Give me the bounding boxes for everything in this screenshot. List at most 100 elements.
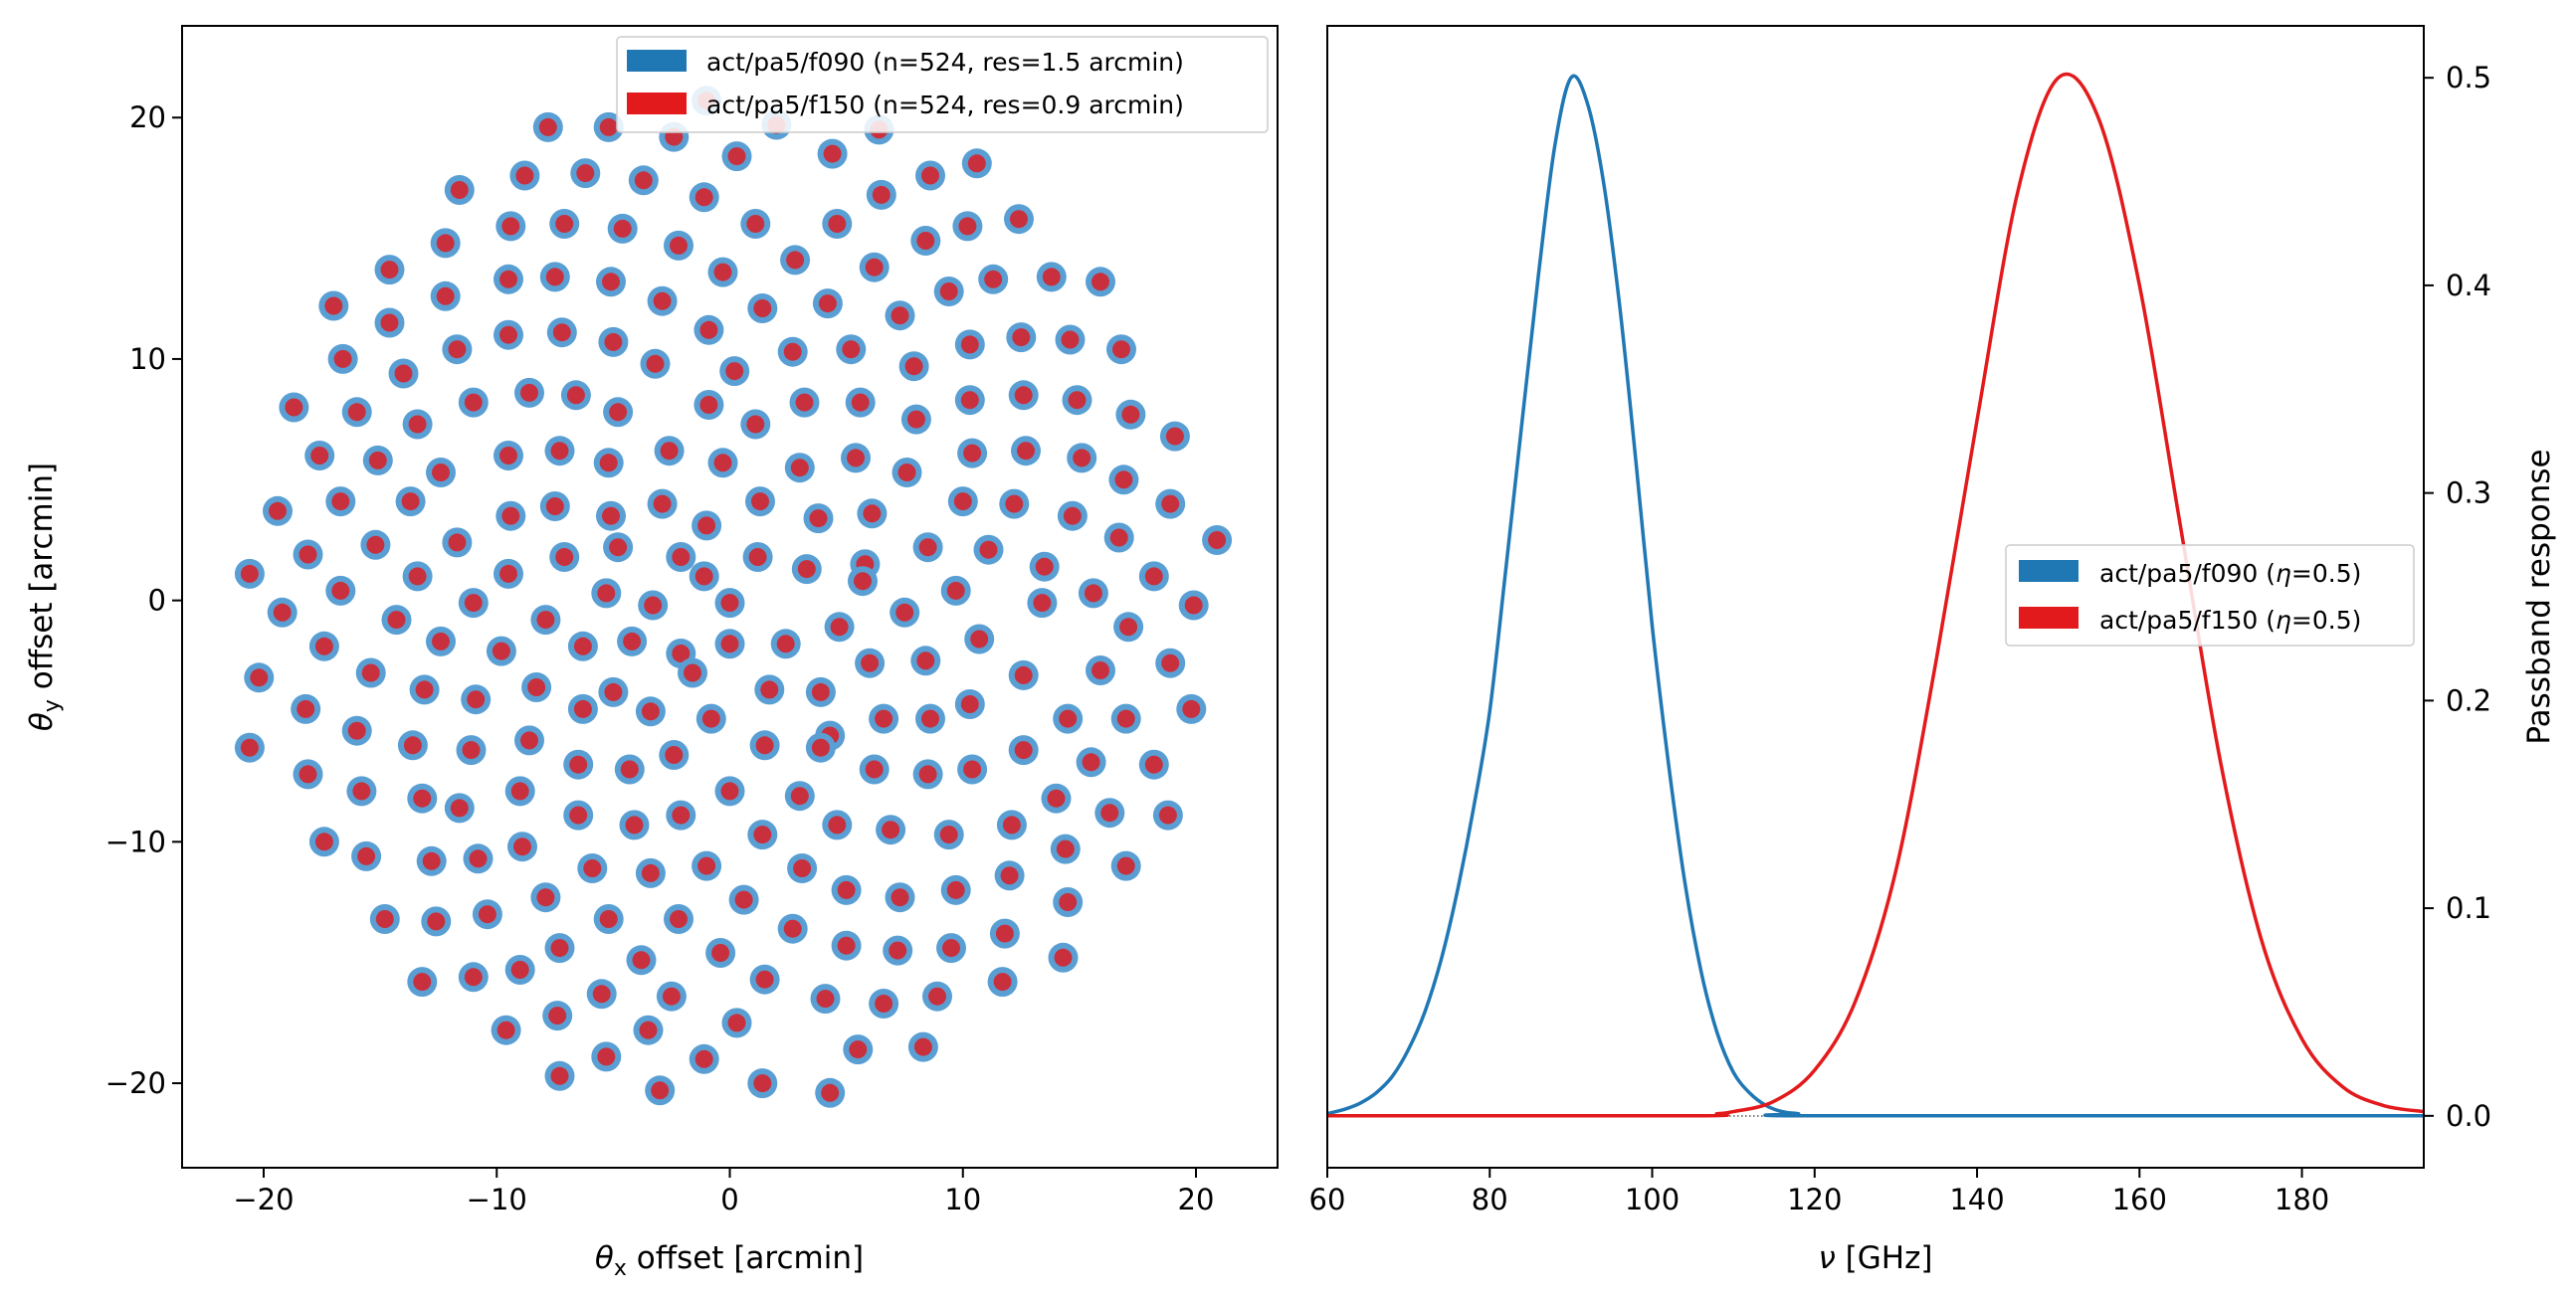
- detector-point: [910, 646, 941, 676]
- f150-marker: [583, 859, 602, 877]
- detector-point: [318, 290, 349, 321]
- detector-point: [1106, 334, 1136, 365]
- detector-point: [855, 648, 886, 678]
- f150-marker: [699, 320, 718, 339]
- f150-marker: [946, 880, 965, 899]
- detector-point: [1155, 648, 1186, 678]
- f150-marker: [1005, 494, 1024, 513]
- f150-marker: [639, 1021, 658, 1039]
- detector-point: [664, 904, 694, 934]
- detector-point: [740, 409, 771, 440]
- detector-point: [659, 740, 690, 770]
- detector-point: [381, 605, 412, 636]
- detector-point: [635, 857, 666, 888]
- detector-point: [996, 810, 1027, 840]
- f150-marker: [1047, 789, 1066, 808]
- f150-marker: [333, 349, 352, 368]
- f150-marker: [939, 826, 958, 844]
- detector-point: [1057, 500, 1088, 531]
- f150-marker: [1161, 653, 1180, 672]
- detector-point: [628, 165, 659, 196]
- f150-marker: [375, 910, 394, 928]
- detector-point: [910, 226, 941, 256]
- detector-point: [817, 138, 848, 169]
- f150-marker: [314, 637, 333, 655]
- f150-marker: [918, 538, 937, 557]
- f150-marker: [711, 944, 730, 962]
- f150-marker: [958, 217, 977, 236]
- x-tick-label: 140: [1949, 1183, 2004, 1216]
- left-y-axis-label: θy offset [arcmin]: [24, 463, 65, 731]
- f150-marker: [641, 702, 660, 721]
- detector-point: [544, 1060, 575, 1091]
- f150-marker: [408, 415, 427, 434]
- detector-point: [707, 257, 738, 287]
- detector-point: [567, 693, 598, 724]
- f150-marker: [916, 232, 935, 250]
- detector-point: [607, 213, 638, 244]
- f150-marker: [620, 760, 639, 779]
- y-tick-label: 0: [148, 584, 166, 618]
- f150-marker: [1000, 866, 1019, 885]
- f150-marker: [748, 548, 767, 566]
- f150-marker: [697, 516, 716, 535]
- detector-point: [940, 874, 971, 905]
- f150-marker: [811, 738, 830, 757]
- detector-point: [994, 860, 1025, 891]
- f150-marker: [665, 746, 684, 764]
- x-tick-label: 120: [1787, 1183, 1842, 1216]
- detector-point: [293, 759, 323, 790]
- f150-marker: [653, 494, 672, 513]
- f150-marker: [644, 596, 663, 615]
- f150-marker: [953, 492, 972, 511]
- f150-marker: [515, 166, 534, 185]
- detector-point: [1029, 551, 1060, 582]
- f150-marker: [394, 364, 413, 383]
- detector-point: [633, 1015, 664, 1045]
- detector-point: [898, 351, 929, 382]
- f150-marker: [499, 270, 517, 288]
- detector-point: [803, 503, 834, 534]
- detector-point: [549, 542, 580, 572]
- f150-marker: [697, 856, 716, 875]
- f150-marker: [599, 454, 618, 472]
- f150-marker: [641, 863, 660, 882]
- f150-marker: [597, 1047, 616, 1066]
- f150-marker: [597, 584, 616, 603]
- f150-marker: [352, 782, 371, 801]
- f150-marker: [599, 117, 618, 136]
- f150-marker: [872, 185, 891, 204]
- f150-marker: [366, 535, 385, 554]
- f150-marker: [573, 637, 592, 655]
- f150-marker: [331, 581, 350, 600]
- detector-point: [815, 1077, 846, 1108]
- detector-point: [936, 933, 966, 964]
- detector-point: [1053, 887, 1084, 917]
- f150-marker: [536, 888, 555, 907]
- detector-point: [1078, 578, 1108, 609]
- detector-point: [544, 933, 575, 964]
- f150-marker: [960, 391, 979, 410]
- detector-point: [458, 588, 489, 619]
- f150-marker: [963, 444, 982, 463]
- f150-marker: [811, 682, 830, 701]
- f150-marker: [979, 540, 998, 559]
- detector-point: [532, 111, 563, 142]
- f150-marker: [413, 789, 432, 808]
- f150-marker: [818, 294, 837, 313]
- detector-point: [514, 377, 544, 408]
- detector-point: [915, 703, 945, 734]
- f150-marker: [599, 910, 618, 928]
- f150-marker: [1002, 816, 1021, 835]
- f150-marker: [1112, 340, 1130, 359]
- detector-point: [791, 554, 822, 585]
- detector-point: [495, 211, 526, 242]
- f150-marker: [609, 538, 628, 557]
- detector-point: [812, 288, 843, 319]
- detector-point: [705, 938, 736, 968]
- f150-marker: [432, 632, 450, 651]
- detector-point: [831, 874, 862, 905]
- f150-marker: [1035, 557, 1054, 576]
- detector-point: [267, 597, 297, 628]
- f150-marker: [1208, 531, 1227, 549]
